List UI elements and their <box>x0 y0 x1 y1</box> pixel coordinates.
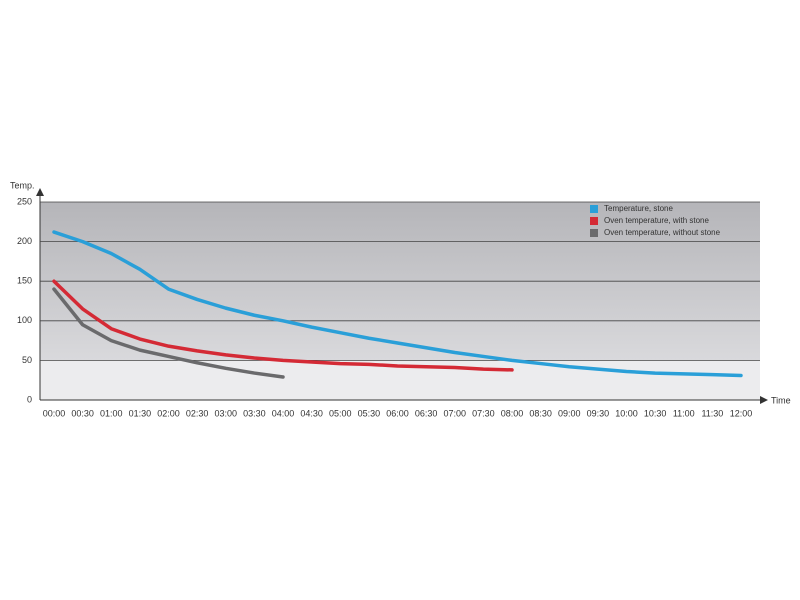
x-tick-label: 03:00 <box>214 408 237 418</box>
y-tick-label: 50 <box>22 355 32 365</box>
x-tick-label: 09:30 <box>587 408 610 418</box>
x-tick-label: 00:00 <box>43 408 66 418</box>
legend-swatch <box>590 205 598 213</box>
series-line <box>52 230 743 378</box>
series-line <box>52 279 514 372</box>
y-tick-label: 150 <box>17 276 32 286</box>
legend-label: Oven temperature, without stone <box>604 228 721 237</box>
x-tick-label: 08:30 <box>529 408 552 418</box>
x-axis-arrow <box>760 396 768 404</box>
legend-label: Temperature, stone <box>604 204 673 213</box>
y-tick-label: 100 <box>17 315 32 325</box>
x-tick-label: 09:00 <box>558 408 581 418</box>
series-line <box>52 287 285 379</box>
x-tick-label: 03:30 <box>243 408 266 418</box>
x-tick-label: 02:30 <box>186 408 209 418</box>
x-tick-label: 10:30 <box>644 408 667 418</box>
y-tick-label: 0 <box>27 394 32 404</box>
y-axis-arrow <box>36 188 44 196</box>
legend-swatch <box>590 217 598 225</box>
x-tick-label: 11:30 <box>701 408 723 418</box>
x-tick-label: 01:00 <box>100 408 123 418</box>
x-tick-label: 05:00 <box>329 408 352 418</box>
x-tick-label: 00:30 <box>71 408 94 418</box>
legend-label: Oven temperature, with stone <box>604 216 709 225</box>
x-tick-label: 06:00 <box>386 408 409 418</box>
x-tick-label: 04:30 <box>300 408 323 418</box>
y-tick-label: 200 <box>17 236 32 246</box>
x-axis-label: Time <box>771 395 791 405</box>
x-tick-label: 08:00 <box>501 408 524 418</box>
legend-swatch <box>590 229 598 237</box>
x-tick-label: 12:00 <box>730 408 753 418</box>
x-tick-label: 05:30 <box>358 408 381 418</box>
x-tick-label: 11:00 <box>673 408 695 418</box>
y-tick-label: 250 <box>17 196 32 206</box>
y-axis-label: Temp. <box>10 180 35 190</box>
x-tick-label: 06:30 <box>415 408 438 418</box>
x-tick-label: 02:00 <box>157 408 180 418</box>
x-tick-label: 07:30 <box>472 408 495 418</box>
x-tick-label: 10:00 <box>615 408 638 418</box>
x-tick-label: 01:30 <box>129 408 152 418</box>
x-tick-label: 07:00 <box>443 408 466 418</box>
x-tick-label: 04:00 <box>272 408 295 418</box>
